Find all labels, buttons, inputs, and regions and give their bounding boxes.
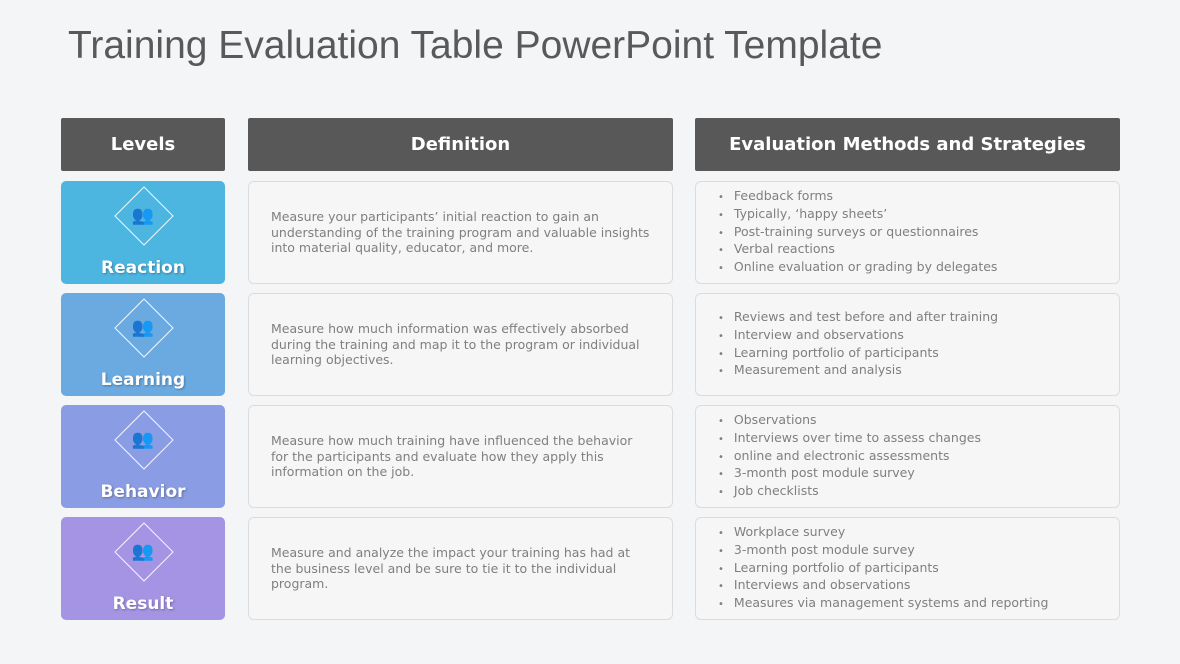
method-item: Typically, ‘happy sheets’ bbox=[718, 206, 997, 224]
definition-cell: Measure how much training have influence… bbox=[248, 405, 673, 508]
method-item: Feedback forms bbox=[718, 188, 997, 206]
header-levels: Levels bbox=[61, 118, 225, 171]
level-card-reaction: 👥 Reaction bbox=[61, 181, 225, 284]
definition-text: Measure your participants’ initial react… bbox=[271, 208, 650, 256]
method-item: Workplace survey bbox=[718, 524, 1048, 542]
definition-text: Measure and analyze the impact your trai… bbox=[271, 544, 631, 592]
definition-cell: Measure your participants’ initial react… bbox=[248, 181, 673, 284]
header-definition: Definition bbox=[248, 118, 673, 171]
method-item: Measures via management systems and repo… bbox=[718, 595, 1049, 613]
people-search-icon: 👥 bbox=[131, 429, 155, 450]
methods-cell: Feedback formsTypically, ‘happy sheets’P… bbox=[695, 181, 1120, 284]
method-item: 3-month post module survey bbox=[718, 542, 1048, 560]
method-item: Online evaluation or grading by delegate… bbox=[718, 259, 998, 277]
method-item: Reviews and test before and after traini… bbox=[718, 309, 998, 327]
level-name: Behavior bbox=[100, 482, 186, 502]
method-item: Learning portfolio of participants bbox=[718, 345, 998, 363]
method-item: online and electronic assessments bbox=[718, 448, 981, 466]
level-name: Learning bbox=[100, 370, 186, 390]
method-item: Learning portfolio of participants bbox=[718, 560, 1048, 578]
methods-cell: ObservationsInterviews over time to asse… bbox=[695, 405, 1120, 508]
definition-cell: Measure and analyze the impact your trai… bbox=[248, 517, 673, 620]
method-item: Measurement and analysis bbox=[718, 362, 998, 380]
method-item: 3-month post module survey bbox=[718, 465, 981, 483]
page-title: Training Evaluation Table PowerPoint Tem… bbox=[68, 24, 883, 67]
method-item: Job checklists bbox=[718, 483, 981, 501]
method-item: Post-training surveys or questionnaires bbox=[718, 224, 997, 242]
people-search-icon: 👥 bbox=[131, 541, 155, 562]
people-search-icon: 👥 bbox=[131, 317, 155, 338]
method-item: Interviews and observations bbox=[718, 577, 1048, 595]
definition-text: Measure how much information was effecti… bbox=[271, 320, 640, 368]
methods-list: Feedback formsTypically, ‘happy sheets’P… bbox=[718, 188, 998, 277]
methods-cell: Reviews and test before and after traini… bbox=[695, 293, 1120, 396]
methods-list: Workplace survey3-month post module surv… bbox=[718, 524, 1049, 613]
level-name: Result bbox=[112, 594, 174, 614]
method-item: Interview and observations bbox=[718, 327, 998, 345]
level-card-result: 👥 Result bbox=[61, 517, 225, 620]
level-card-behavior: 👥 Behavior bbox=[61, 405, 225, 508]
level-card-learning: 👥 Learning bbox=[61, 293, 225, 396]
method-item: Verbal reactions bbox=[718, 241, 997, 259]
people-search-icon: 👥 bbox=[131, 205, 155, 226]
definition-text: Measure how much training have influence… bbox=[271, 432, 633, 480]
definition-cell: Measure how much information was effecti… bbox=[248, 293, 673, 396]
methods-list: ObservationsInterviews over time to asse… bbox=[718, 412, 981, 501]
methods-list: Reviews and test before and after traini… bbox=[718, 309, 998, 380]
level-name: Reaction bbox=[101, 258, 185, 278]
method-item: Observations bbox=[718, 412, 981, 430]
methods-cell: Workplace survey3-month post module surv… bbox=[695, 517, 1120, 620]
method-item: Interviews over time to assess changes bbox=[718, 430, 981, 448]
header-methods: Evaluation Methods and Strategies bbox=[695, 118, 1120, 171]
